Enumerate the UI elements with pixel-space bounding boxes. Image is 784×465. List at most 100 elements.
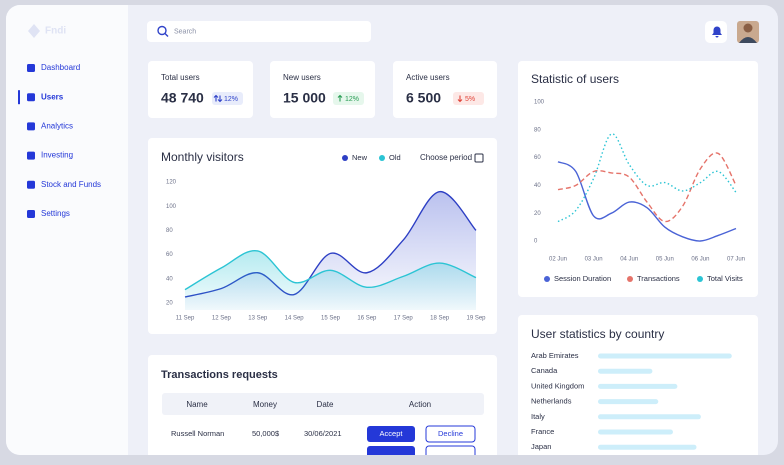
bar <box>598 444 697 450</box>
chart-title: Statistic of users <box>531 72 619 86</box>
x-tick-label: 07 Jun <box>727 257 745 263</box>
nav-icon <box>27 64 35 72</box>
x-tick-label: 11 Sep <box>176 316 195 322</box>
column-header: Name <box>186 400 208 409</box>
change-text: 12% <box>224 96 238 103</box>
change-icon <box>457 95 463 103</box>
legend-label: Old <box>389 153 401 162</box>
frame: Fndi Search Choose period Transactions r… <box>6 5 778 460</box>
table-cell: 30/06/2021 <box>304 429 342 438</box>
decline-button[interactable] <box>425 425 476 443</box>
search-placeholder: Search <box>174 28 196 35</box>
accept-button[interactable] <box>367 426 415 442</box>
legend-label: New <box>352 153 368 162</box>
y-tick-label: 100 <box>166 204 177 210</box>
search-box[interactable] <box>147 21 371 42</box>
legend-label: Transactions <box>637 274 680 283</box>
search-icon <box>157 25 167 36</box>
legend-marker <box>697 276 703 282</box>
card <box>518 61 758 297</box>
bar <box>598 353 732 359</box>
x-tick-label: 06 Jun <box>691 257 709 263</box>
stat-label: Active users <box>406 73 450 82</box>
nav-icon <box>27 122 35 131</box>
stat-value: 48 740 <box>161 90 204 106</box>
y-tick-label: 120 <box>166 180 177 186</box>
x-tick-label: 17 Sep <box>394 316 414 322</box>
active-indicator <box>18 90 20 105</box>
accept-button[interactable] <box>367 446 415 460</box>
x-tick-label: 13 Sep <box>248 316 268 322</box>
logo: Fndi <box>45 26 66 37</box>
x-tick-label: 05 Jun <box>656 257 674 263</box>
column-header: Money <box>253 400 277 409</box>
bar <box>598 429 673 435</box>
nav-icon <box>27 210 35 218</box>
stat-value: 6 500 <box>406 90 441 106</box>
legend-marker <box>342 155 348 161</box>
nav-icon <box>27 93 35 102</box>
nav-icon <box>27 180 35 189</box>
country-label: Italy <box>531 412 545 421</box>
sidebar <box>6 5 128 455</box>
y-tick-label: 60 <box>166 252 173 258</box>
line <box>184 250 477 291</box>
country-label: France <box>531 427 554 436</box>
accept-label: Accept <box>380 429 404 438</box>
bar <box>598 368 653 374</box>
search-icon <box>164 33 169 37</box>
y-tick-label: 80 <box>166 228 173 234</box>
decline-button[interactable] <box>425 445 476 460</box>
x-tick-label: 16 Sep <box>357 316 377 322</box>
card <box>518 315 758 455</box>
x-tick-label: 12 Sep <box>212 316 232 322</box>
line <box>557 161 737 242</box>
x-tick-label: 03 Jun <box>585 257 603 263</box>
table-header <box>162 393 484 415</box>
legend-label: Total Visits <box>707 274 743 283</box>
x-tick-label: 04 Jun <box>620 257 638 263</box>
chart-title: Monthly visitors <box>161 150 244 164</box>
nav-item[interactable]: Stock and Funds <box>41 180 101 189</box>
nav-item[interactable]: Dashboard <box>41 63 80 72</box>
legend-label: Session Duration <box>554 274 611 283</box>
x-tick-label: 19 Sep <box>466 316 486 322</box>
avatar-body <box>739 37 757 43</box>
bell-icon <box>712 26 722 38</box>
nav-item[interactable]: Users <box>41 92 64 101</box>
stat-label: Total users <box>161 73 200 82</box>
change-icon <box>213 94 223 103</box>
column-header: Date <box>317 400 334 409</box>
table-cell: Russell Norman <box>171 429 224 438</box>
logo-icon <box>28 24 40 38</box>
nav-item[interactable]: Settings <box>41 209 70 218</box>
calendar-icon <box>474 153 484 163</box>
table-title: Transactions requests <box>161 369 278 381</box>
nav-item[interactable]: Investing <box>41 151 73 160</box>
period-button[interactable]: Choose period <box>420 153 472 162</box>
y-tick-label: 80 <box>534 127 541 133</box>
change-icon <box>337 94 343 102</box>
nav-item[interactable]: Analytics <box>41 122 73 131</box>
bar <box>598 414 701 420</box>
column-header: Action <box>409 400 431 409</box>
change-text: 5% <box>465 96 475 103</box>
x-tick-label: 18 Sep <box>430 316 450 322</box>
y-tick-label: 100 <box>534 100 545 106</box>
y-tick-label: 20 <box>534 211 541 217</box>
country-label: Netherlands <box>531 397 572 406</box>
decline-label: Decline <box>438 429 463 438</box>
table-cell: 50,000$ <box>252 429 280 438</box>
chart-title: User statistics by country <box>531 327 664 341</box>
legend-marker <box>627 276 633 282</box>
nav-icon <box>27 151 35 160</box>
country-label: Japan <box>531 442 551 451</box>
line <box>557 152 737 223</box>
change-badge <box>453 92 484 105</box>
legend-marker <box>544 276 550 282</box>
stat-value: 15 000 <box>283 90 326 106</box>
y-tick-label: 20 <box>166 301 173 307</box>
country-label: Canada <box>531 366 558 375</box>
